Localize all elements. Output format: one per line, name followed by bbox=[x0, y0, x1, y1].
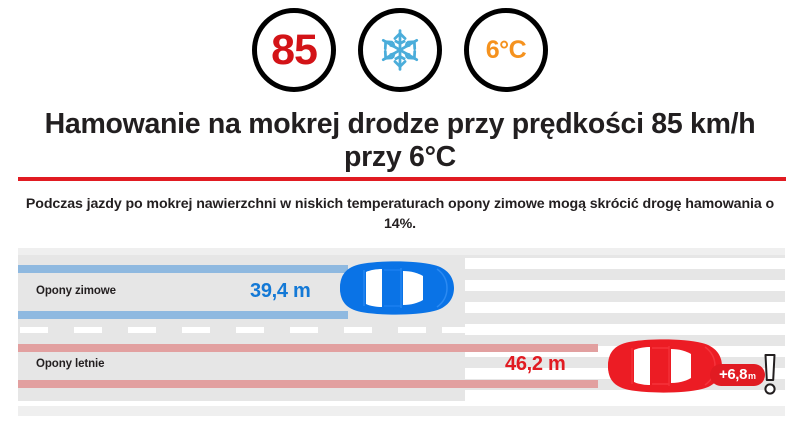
speed-badge: 85 bbox=[252, 8, 336, 92]
lane-dash bbox=[442, 327, 470, 333]
winter-lane-label: Opony zimowe bbox=[36, 285, 116, 297]
crossing-stripe bbox=[465, 324, 785, 335]
lane-dash bbox=[344, 327, 372, 333]
title-divider bbox=[18, 177, 786, 181]
temperature-badge: 6°C bbox=[464, 8, 548, 92]
winter-distance-label: 39,4 m bbox=[250, 280, 311, 302]
crossing-stripe bbox=[465, 302, 785, 313]
road-gap-bottom bbox=[18, 401, 785, 406]
exclamation-icon bbox=[764, 354, 776, 395]
difference-pill: +6,8 m bbox=[710, 364, 765, 386]
badge-row: 85 bbox=[0, 8, 800, 92]
road-shoulder-top bbox=[18, 248, 785, 255]
lane-divider-dashes bbox=[18, 327, 470, 333]
summer-band-top bbox=[18, 344, 598, 352]
page-title: Hamowanie na mokrej drodze przy prędkośc… bbox=[44, 108, 756, 174]
lane-dash bbox=[182, 327, 210, 333]
lane-dash bbox=[236, 327, 264, 333]
summer-car-icon bbox=[608, 339, 722, 393]
lane-dash bbox=[20, 327, 48, 333]
speed-value: 85 bbox=[271, 25, 318, 74]
difference-value: +6,8 bbox=[719, 366, 748, 383]
braking-distance-diagram: Opony zimowe 39,4 m Opony letnie 46,2 m bbox=[18, 248, 785, 416]
difference-badge: +6,8 m bbox=[710, 353, 780, 397]
summer-distance-label: 46,2 m bbox=[505, 353, 566, 375]
road-shoulder-bottom bbox=[18, 406, 785, 416]
winter-band-bottom bbox=[18, 311, 348, 319]
lane-dash bbox=[128, 327, 156, 333]
lane-dash bbox=[290, 327, 318, 333]
summer-lane-label: Opony letnie bbox=[36, 358, 105, 370]
page-subtitle: Podczas jazdy po mokrej nawierzchni w ni… bbox=[25, 196, 775, 233]
winter-car-icon bbox=[340, 261, 454, 315]
crossing-stripe bbox=[465, 258, 785, 269]
lane-dash bbox=[398, 327, 426, 333]
crossing-stripe bbox=[465, 280, 785, 291]
snowflake-icon bbox=[381, 29, 419, 71]
winter-band-top bbox=[18, 265, 348, 273]
snowflake-badge bbox=[358, 8, 442, 92]
difference-unit: m bbox=[748, 371, 756, 381]
summer-band-bottom bbox=[18, 380, 598, 388]
temperature-value: 6°C bbox=[485, 35, 527, 64]
lane-dash bbox=[74, 327, 102, 333]
crossing-stripe bbox=[465, 390, 785, 401]
